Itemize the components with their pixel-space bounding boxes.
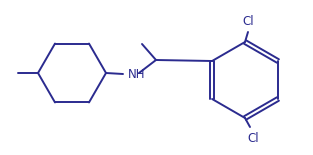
Text: NH: NH: [128, 69, 146, 82]
Text: Cl: Cl: [247, 132, 259, 145]
Text: Cl: Cl: [242, 15, 254, 28]
